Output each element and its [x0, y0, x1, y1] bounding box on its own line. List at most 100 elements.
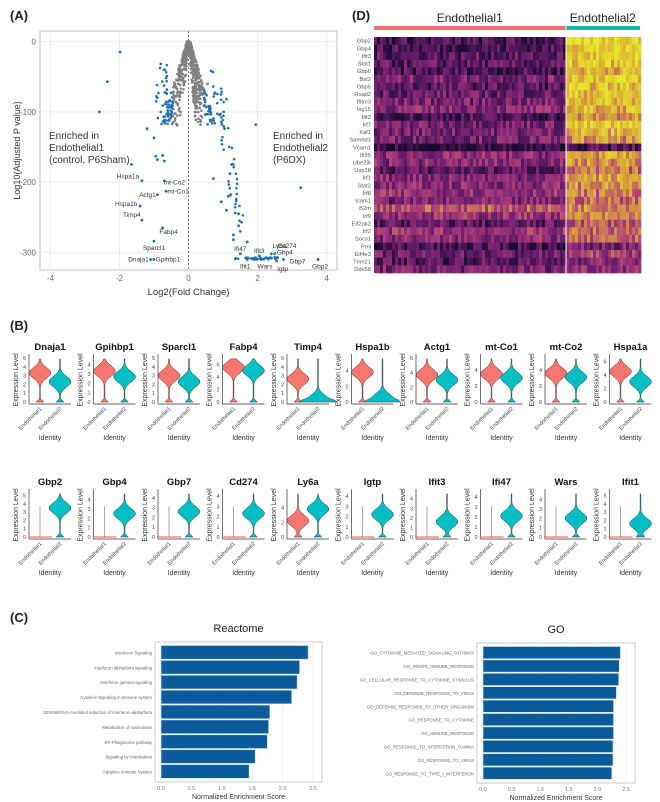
heatmap-cell — [506, 90, 510, 99]
heatmap-cell — [569, 257, 573, 266]
heatmap-cell — [488, 151, 492, 160]
heatmap-cell — [467, 189, 471, 198]
heatmap-cell — [404, 250, 408, 259]
heatmap-cell — [632, 158, 636, 167]
heatmap-cell — [380, 234, 384, 243]
heatmap-cell — [566, 113, 570, 122]
heatmap-cell — [455, 105, 459, 114]
x-axis-label: Identity — [426, 435, 449, 442]
data-point — [177, 82, 180, 86]
heatmap-cell — [512, 174, 516, 182]
data-point — [200, 83, 203, 87]
heatmap-cell — [482, 113, 486, 122]
heatmap-cell — [482, 158, 486, 167]
heatmap-cell — [566, 158, 570, 167]
heatmap-cell — [620, 212, 624, 221]
data-point — [299, 186, 303, 190]
heatmap-cell — [386, 212, 390, 221]
heatmap-cell — [524, 257, 528, 266]
heatmap-cell — [620, 151, 624, 160]
heatmap-cell — [533, 44, 537, 53]
heatmap-cell — [440, 128, 444, 137]
heatmap-cell — [614, 166, 618, 175]
heatmap-cell — [557, 143, 561, 152]
data-point — [180, 78, 183, 82]
heatmap-cell — [629, 105, 633, 114]
heatmap-cell — [512, 234, 516, 243]
heatmap-cell — [512, 250, 516, 259]
heatmap-cell — [587, 44, 591, 53]
heatmap-cell — [467, 113, 471, 122]
heatmap-cell — [620, 44, 624, 53]
heatmap-cell — [449, 196, 453, 205]
heatmap-cell — [386, 204, 390, 213]
heatmap-cell — [455, 97, 459, 106]
heatmap-cell — [512, 265, 516, 274]
heatmap-cell — [497, 212, 501, 221]
bar — [482, 740, 614, 753]
heatmap-cell — [449, 52, 453, 61]
heatmap-cell — [545, 189, 549, 198]
data-point — [194, 98, 198, 102]
heatmap-cell — [533, 128, 537, 137]
heatmap-cell — [638, 234, 642, 243]
heatmap-cell — [566, 82, 570, 91]
heatmap-cell — [590, 257, 594, 266]
y-tick-label: 5 — [152, 356, 155, 362]
heatmap-cell — [572, 265, 576, 274]
heatmap-cell — [608, 212, 612, 221]
bar — [160, 674, 298, 690]
heatmap-cell — [428, 120, 432, 129]
heatmap-cell — [611, 212, 615, 221]
heatmap-cell — [437, 59, 441, 68]
heatmap-cell — [599, 120, 603, 129]
heatmap-cell — [422, 75, 426, 83]
heatmap-cell — [476, 250, 480, 259]
heatmap-cell — [452, 128, 456, 137]
heatmap-cell — [584, 189, 588, 198]
heatmap-cell — [437, 143, 441, 152]
heatmap-cell — [455, 219, 459, 228]
heatmap-cell — [443, 204, 447, 213]
heatmap-cell — [530, 143, 534, 152]
heatmap-cell — [560, 143, 564, 152]
heatmap-cell — [509, 234, 513, 243]
heatmap-cell — [455, 44, 459, 53]
heatmap-cell — [476, 37, 480, 45]
heatmap-cell — [566, 227, 570, 236]
heatmap-cell — [596, 234, 600, 243]
heatmap-cell — [536, 189, 540, 198]
heatmap-cell — [533, 52, 537, 61]
heatmap-cell — [530, 113, 534, 122]
heatmap-cell — [626, 90, 630, 99]
heatmap-cell — [503, 82, 507, 91]
heatmap-cell — [479, 59, 483, 68]
heatmap-cell — [623, 196, 627, 205]
heatmap-cell — [383, 37, 387, 45]
heatmap-cell — [506, 250, 510, 259]
heatmap-cell — [524, 75, 528, 83]
heatmap-cell — [521, 37, 525, 45]
data-point — [221, 118, 225, 122]
heatmap-cell — [497, 151, 501, 160]
heatmap-cell — [590, 120, 594, 129]
heatmap-cell — [437, 128, 441, 137]
heatmap-cell — [602, 37, 606, 45]
heatmap-cell — [581, 135, 585, 144]
heatmap-cell — [512, 181, 516, 190]
heatmap-cell — [419, 166, 423, 175]
heatmap-cell — [629, 174, 633, 182]
heatmap-cell — [563, 90, 567, 99]
data-point — [176, 90, 180, 93]
heatmap-cell — [536, 105, 540, 114]
heatmap-cell — [536, 204, 540, 213]
heatmap-cell — [578, 174, 582, 182]
heatmap-cell — [596, 67, 600, 76]
heatmap-cell — [374, 44, 378, 53]
data-point — [238, 229, 242, 233]
heatmap-cell — [512, 67, 516, 76]
heatmap-cell — [554, 44, 558, 53]
heatmap-cell — [563, 113, 567, 122]
heatmap-cell — [515, 158, 519, 167]
